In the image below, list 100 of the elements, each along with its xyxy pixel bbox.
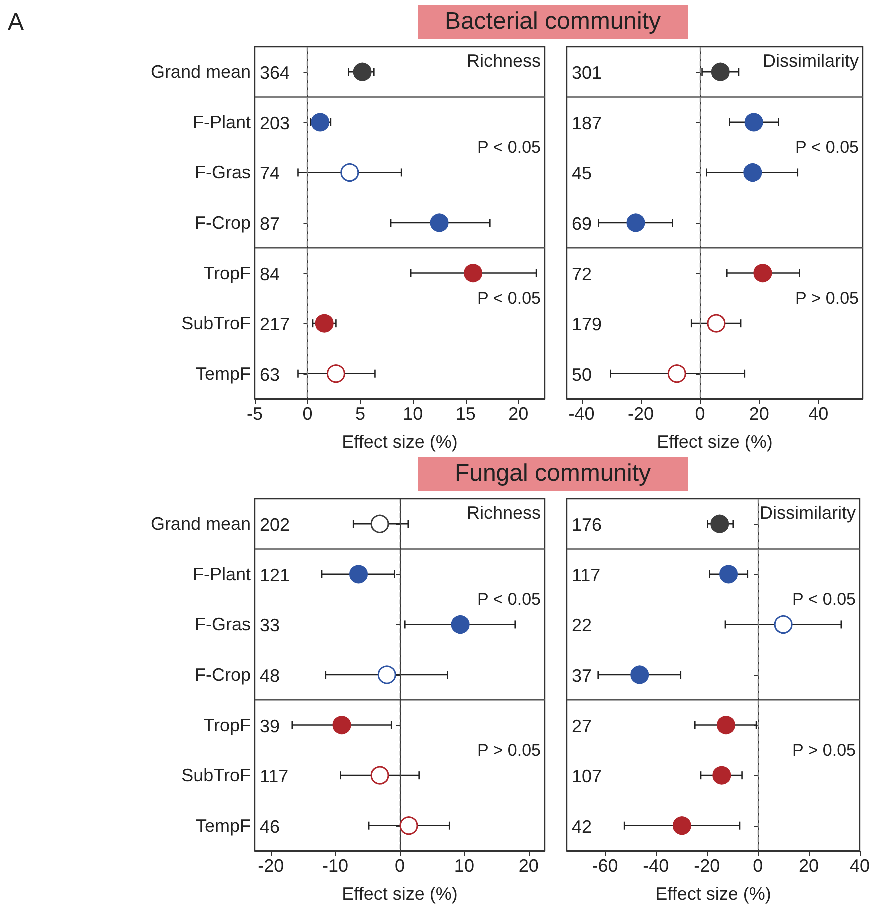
point [370, 766, 390, 785]
point [430, 214, 449, 232]
annotation: P > 0.05 [796, 288, 859, 308]
point [350, 565, 368, 584]
annotation: 22 [572, 616, 592, 636]
chart-subtitle: Richness [466, 51, 541, 71]
chart-subtitle: Dissimilarity [760, 503, 856, 523]
point [340, 163, 360, 182]
annotation: 117 [260, 766, 289, 787]
annotation: 39 [260, 716, 280, 736]
chart-title: Fungal community [418, 457, 688, 491]
y-tick-label: TempF [196, 816, 251, 836]
point [720, 565, 738, 584]
text: A [8, 9, 24, 37]
x-tick-label: 0 [394, 856, 406, 876]
annotation: 364 [260, 63, 290, 84]
y-tick-label: SubTroF [182, 766, 251, 786]
x-tick-label: 0 [302, 404, 313, 424]
y-tick-label: SubTroF [182, 314, 251, 334]
y-tick-label: F-Plant [192, 112, 251, 132]
x-tick-label: 20 [518, 856, 539, 876]
x-tick-label: 40 [808, 404, 829, 424]
annotation: 179 [572, 314, 602, 335]
annotation: 48 [260, 666, 280, 686]
annotation: 46 [260, 816, 280, 837]
point [744, 113, 764, 132]
point [326, 364, 346, 384]
annotation: P > 0.05 [792, 740, 856, 760]
y-tick-label: F-Crop [194, 665, 251, 685]
x-tick-label: -20 [694, 856, 720, 876]
point [315, 314, 334, 333]
point [332, 716, 352, 735]
y-tick-label: TropF [204, 715, 251, 736]
y-tick-label: F-Crop [194, 213, 251, 233]
point [744, 163, 762, 182]
annotation: P < 0.05 [792, 590, 856, 610]
annotation: 50 [572, 364, 592, 385]
x-tick-label: 0 [753, 856, 764, 876]
x-tick-label: 20 [508, 404, 529, 424]
annotation: 87 [260, 214, 280, 234]
point [400, 816, 418, 836]
point [712, 766, 732, 785]
annotation: 203 [260, 113, 290, 134]
point [754, 264, 772, 283]
chart-title: Bacterial community [418, 5, 688, 39]
annotation: 117 [572, 565, 601, 586]
annotation: P > 0.05 [478, 740, 541, 760]
point [717, 716, 736, 735]
point [311, 113, 330, 132]
y-tick-label: Grand mean [150, 62, 251, 82]
annotation: P < 0.05 [478, 288, 541, 308]
annotation: 45 [572, 164, 592, 184]
annotation: 33 [260, 616, 280, 636]
annotation: 187 [572, 113, 602, 134]
x-tick-label: -60 [592, 856, 618, 876]
x-tick-label: 10 [403, 404, 424, 424]
y-tick-label: F-Gras [195, 162, 251, 183]
annotation: 27 [572, 716, 592, 736]
y-tick-label: TempF [196, 364, 251, 384]
point [710, 514, 730, 534]
point [370, 514, 390, 534]
point [451, 615, 470, 634]
annotation: 69 [572, 214, 592, 234]
annotation: 107 [572, 766, 602, 787]
point [774, 615, 793, 634]
y-tick-label: F-Gras [195, 614, 251, 635]
annotation: 42 [572, 816, 592, 837]
point [711, 62, 730, 82]
annotation: P < 0.05 [478, 138, 541, 158]
chart-subtitle: Richness [466, 503, 541, 523]
x-tick-label: -10 [322, 856, 349, 876]
point [353, 62, 372, 82]
x-axis-title: Effect size (%) [342, 432, 458, 452]
annotation: 63 [260, 364, 280, 385]
y-tick-label: TropF [204, 263, 251, 284]
y-tick-label: Grand mean [150, 514, 251, 534]
x-tick-label: 40 [850, 856, 870, 876]
point [672, 816, 692, 836]
annotation: 217 [260, 314, 290, 335]
annotation: P < 0.05 [478, 590, 541, 610]
x-axis-title: Effect size (%) [656, 884, 772, 904]
annotation: 202 [260, 515, 290, 536]
x-tick-label: 5 [355, 404, 366, 424]
x-tick-label: 0 [695, 404, 706, 424]
x-tick-label: 20 [799, 856, 820, 876]
x-tick-label: -40 [643, 856, 670, 876]
annotation: 37 [572, 666, 592, 686]
annotation: 301 [572, 63, 602, 84]
x-tick-label: -20 [258, 856, 284, 876]
point [630, 666, 650, 684]
annotation: 121 [260, 565, 290, 586]
x-tick-label: -40 [568, 404, 595, 424]
point [464, 264, 483, 283]
point [707, 314, 726, 333]
x-tick-label: 15 [456, 404, 476, 424]
chart-subtitle: Dissimilarity [763, 51, 859, 71]
x-tick-label: -20 [628, 404, 654, 424]
annotation: 84 [260, 264, 280, 284]
annotation: 176 [572, 515, 602, 536]
annotation: 74 [260, 164, 280, 184]
